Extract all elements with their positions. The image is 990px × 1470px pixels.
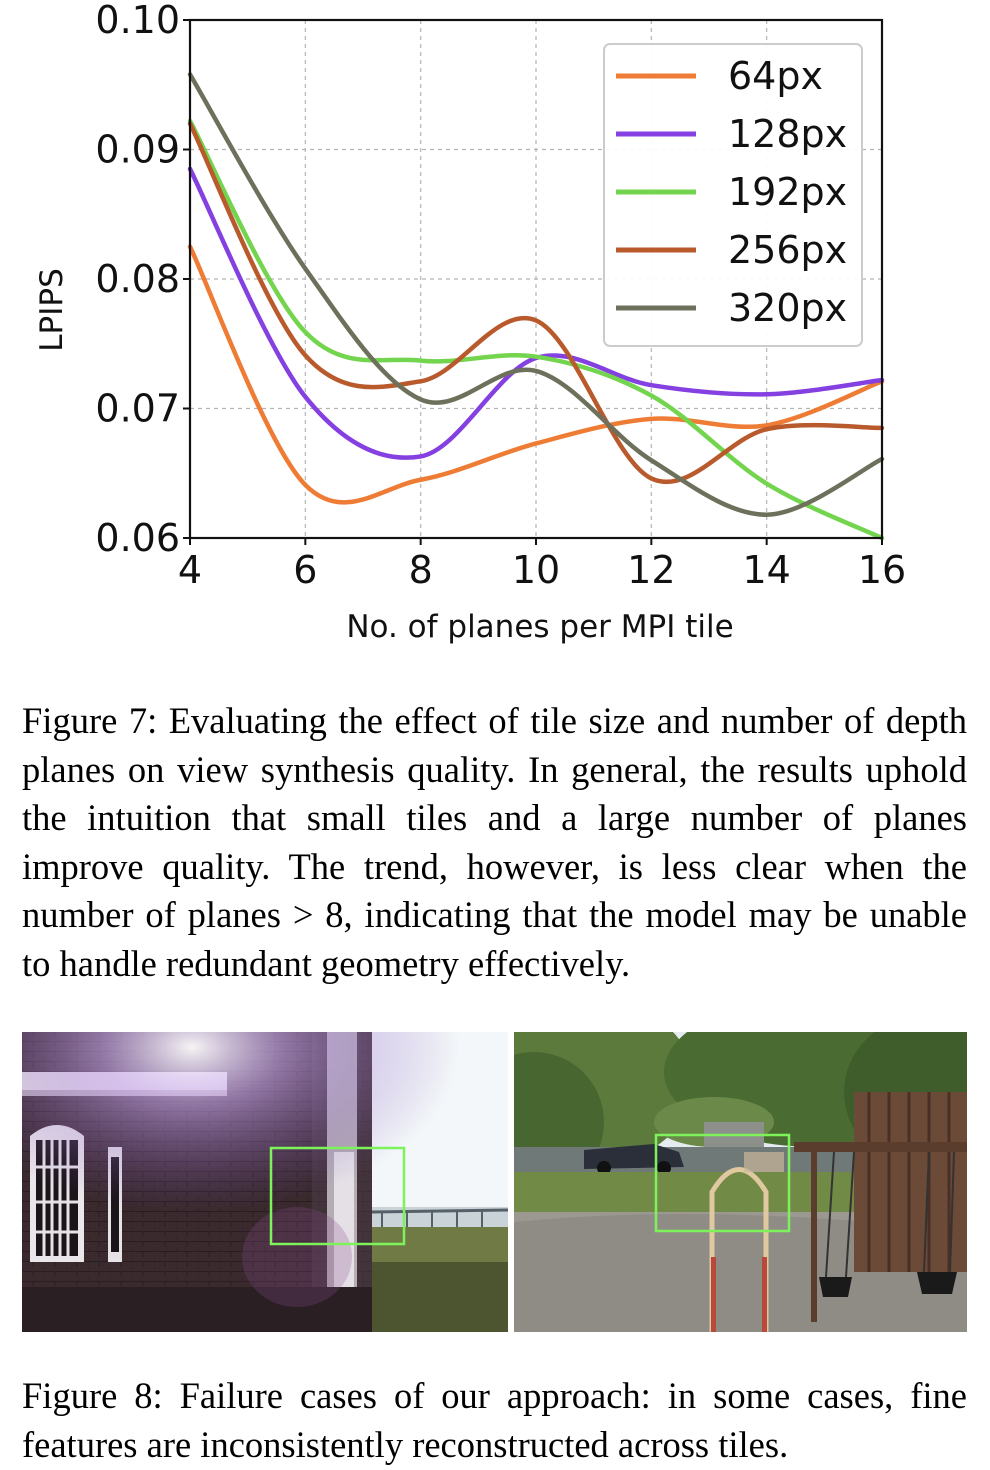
legend-label-320px: 320px	[728, 286, 847, 330]
legend-label-64px: 64px	[728, 54, 823, 98]
legend-box	[603, 43, 863, 347]
series-line-256px	[187, 121, 885, 485]
failure-case-photo-building	[22, 1032, 508, 1332]
axis-ticks: 4 6 8 10 12 14 16 0.06 0.07 0.08 0.09 0.10	[95, 0, 906, 592]
x-tick-label: 4	[178, 548, 202, 592]
y-tick-label: 0.07	[95, 387, 180, 431]
inconsistency-highlight-box	[269, 1146, 406, 1246]
legend-label-128px: 128px	[728, 112, 847, 156]
inconsistency-highlight-box	[654, 1133, 791, 1233]
y-axis-label: LPIPS	[34, 268, 70, 351]
x-tick-label: 8	[409, 548, 433, 592]
x-axis-label: No. of planes per MPI tile	[346, 609, 733, 645]
y-tick-label: 0.10	[95, 0, 180, 42]
series-lines	[187, 72, 885, 541]
y-tick-label: 0.06	[95, 516, 180, 560]
series-line-320px	[187, 72, 885, 517]
series-line-128px	[187, 166, 885, 460]
x-tick-label: 10	[512, 548, 560, 592]
series-line-64px	[187, 244, 885, 505]
legend-label-256px: 256px	[728, 228, 847, 272]
x-tick-label: 6	[293, 548, 317, 592]
y-tick-label: 0.08	[95, 257, 180, 301]
x-tick-label: 12	[627, 548, 675, 592]
legend: 64px 128px 192px 256px 320px	[603, 43, 863, 347]
y-tick-label: 0.09	[95, 128, 180, 172]
figure-8-caption: Figure 8: Failure cases of our approach:…	[22, 1375, 967, 1465]
failure-case-photo-playground	[514, 1032, 967, 1332]
legend-label-192px: 192px	[728, 170, 847, 214]
x-tick-label: 14	[742, 548, 790, 592]
figure-7-caption: Figure 7: Evaluating the effect of tile …	[22, 700, 967, 984]
series-line-192px	[187, 118, 885, 541]
lpips-line-chart: 4 6 8 10 12 14 16 0.06 0.07 0.08 0.09 0.10 LPIPS No…	[34, 0, 906, 645]
x-tick-label: 16	[858, 548, 906, 592]
